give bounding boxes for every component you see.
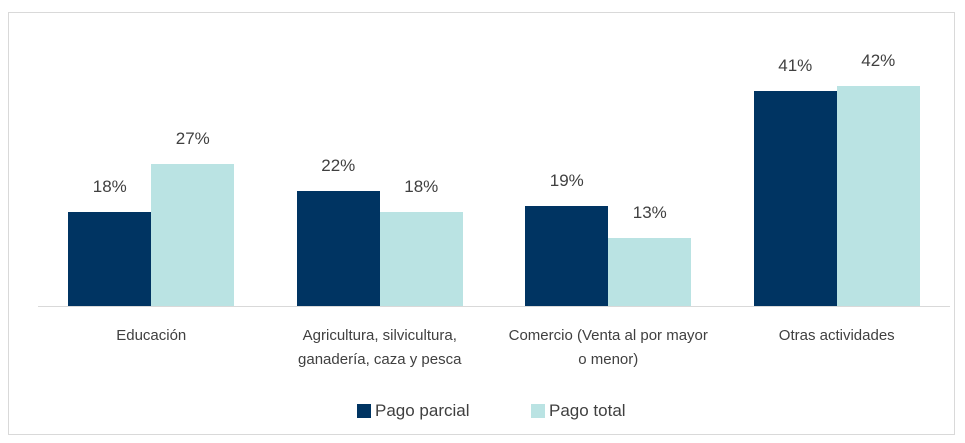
data-label: 13% bbox=[632, 202, 667, 222]
legend-swatch bbox=[531, 404, 545, 418]
bar bbox=[151, 164, 235, 306]
baseline bbox=[38, 306, 950, 307]
data-label: 27% bbox=[175, 129, 210, 149]
data-label: 18% bbox=[92, 176, 127, 196]
bar bbox=[836, 85, 920, 306]
data-label: 19% bbox=[549, 171, 584, 191]
x-tick-label: Comercio (Venta al por mayor o menor) bbox=[508, 327, 708, 368]
data-label: 42% bbox=[861, 50, 896, 70]
bar bbox=[753, 90, 837, 306]
data-label: 41% bbox=[778, 55, 813, 75]
x-tick-label: Otras actividades bbox=[778, 327, 895, 344]
legend-label: Pago total bbox=[549, 401, 626, 420]
x-tick-label: Educación bbox=[116, 327, 187, 344]
legend-swatch bbox=[357, 404, 371, 418]
bar bbox=[608, 237, 692, 306]
data-label: 22% bbox=[321, 155, 356, 175]
bar bbox=[68, 211, 152, 306]
bar bbox=[379, 211, 463, 306]
bar bbox=[296, 190, 380, 306]
data-label: 18% bbox=[404, 176, 439, 196]
chart-frame bbox=[8, 12, 955, 435]
x-tick-label: Agricultura, silvicultura, ganadería, ca… bbox=[298, 327, 462, 368]
legend-label: Pago parcial bbox=[375, 401, 470, 420]
bar bbox=[525, 206, 609, 306]
